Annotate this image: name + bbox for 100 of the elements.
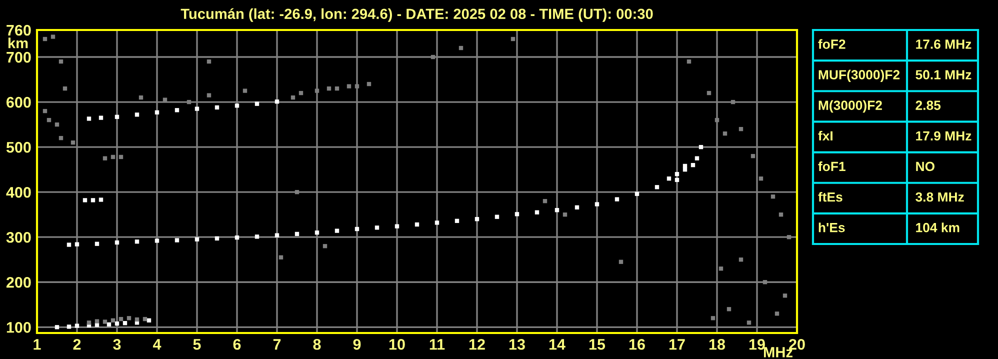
point [74, 242, 80, 246]
point [562, 212, 568, 217]
point [214, 236, 220, 241]
x-tick-label: 7 [273, 339, 281, 350]
text: foF1 [818, 161, 846, 172]
point [782, 294, 788, 298]
point [290, 95, 296, 100]
point [118, 154, 124, 160]
point [54, 325, 60, 330]
point [758, 176, 764, 181]
point [54, 122, 60, 127]
y-axis-title: km [8, 38, 28, 48]
point [146, 318, 152, 322]
point [134, 240, 140, 244]
point [738, 258, 744, 262]
text: 17.9 MHz [916, 131, 972, 141]
point [514, 212, 520, 216]
text: h'Es [818, 222, 845, 232]
point [394, 224, 400, 228]
x-tick-label: 19 [749, 338, 765, 350]
point [474, 217, 480, 222]
point [434, 220, 440, 225]
point [366, 82, 372, 86]
point [750, 154, 756, 158]
y-tick-label: 400 [6, 186, 31, 198]
point [778, 212, 784, 217]
text: fxI [818, 130, 832, 140]
x-tick-label: 1 [34, 339, 41, 350]
chart-title: Tucumán (lat: -26.9, lon: 294.6) - DATE: 2025 02 08 - TIME (UT): 00:30 [180, 8, 653, 22]
point [98, 198, 104, 202]
point [682, 167, 688, 172]
y-tick-label: 700 [6, 52, 31, 63]
point [58, 59, 64, 64]
point [298, 90, 304, 96]
point [494, 214, 500, 219]
x-tick-label: 13 [509, 338, 525, 350]
x-tick-label: 3 [113, 338, 121, 350]
point [90, 198, 96, 202]
point [334, 86, 340, 91]
point [234, 104, 240, 108]
point [458, 46, 464, 50]
point [194, 237, 200, 242]
point [206, 59, 212, 64]
point [314, 88, 320, 93]
point [674, 178, 680, 182]
text: M(3000)F2 [818, 100, 882, 113]
point [58, 136, 64, 140]
point [66, 324, 72, 329]
text: ftEs [818, 192, 842, 202]
x-tick-label: 8 [313, 338, 321, 350]
point [542, 199, 548, 204]
text: 2.85 [916, 100, 941, 110]
point [98, 116, 104, 120]
x-tick-label: 12 [469, 338, 485, 350]
x-tick-label: 6 [233, 338, 241, 350]
text: foF2 [818, 39, 846, 49]
point [186, 100, 192, 104]
point [46, 118, 52, 122]
y-tick-label: 300 [6, 232, 31, 243]
x-tick-label: 11 [430, 339, 445, 350]
point [138, 95, 144, 100]
point [718, 266, 724, 271]
point [278, 255, 284, 260]
point [294, 190, 300, 194]
text: 3.8 MHz [916, 192, 964, 202]
point [674, 172, 680, 176]
point [314, 230, 320, 235]
point [762, 280, 768, 284]
point [614, 197, 620, 202]
point [510, 36, 516, 42]
point [86, 320, 92, 325]
point [142, 316, 148, 322]
point [454, 218, 460, 223]
x-tick-label: 15 [589, 339, 606, 350]
point [74, 324, 80, 328]
text: 17.6 MHz [916, 39, 972, 49]
point [346, 84, 352, 88]
point [162, 98, 168, 102]
y-tick-label: 200 [6, 276, 31, 288]
point [534, 210, 540, 214]
point [594, 202, 600, 206]
point [126, 316, 132, 320]
y-tick-label: 760 [6, 24, 31, 36]
point [82, 198, 88, 202]
x-tick-label: 2 [73, 338, 81, 350]
x-tick-label: 5 [193, 339, 201, 350]
point [770, 194, 776, 199]
point [174, 238, 180, 242]
point [114, 321, 120, 326]
point [414, 222, 420, 227]
point [234, 235, 240, 240]
text: MUF(3000)F2 [818, 70, 900, 82]
y-tick-label: 100 [6, 322, 31, 333]
point [242, 88, 248, 93]
point [154, 110, 160, 114]
point [654, 185, 660, 190]
point [50, 34, 56, 39]
point [114, 114, 120, 119]
text: NO [916, 162, 934, 172]
point [746, 320, 752, 325]
